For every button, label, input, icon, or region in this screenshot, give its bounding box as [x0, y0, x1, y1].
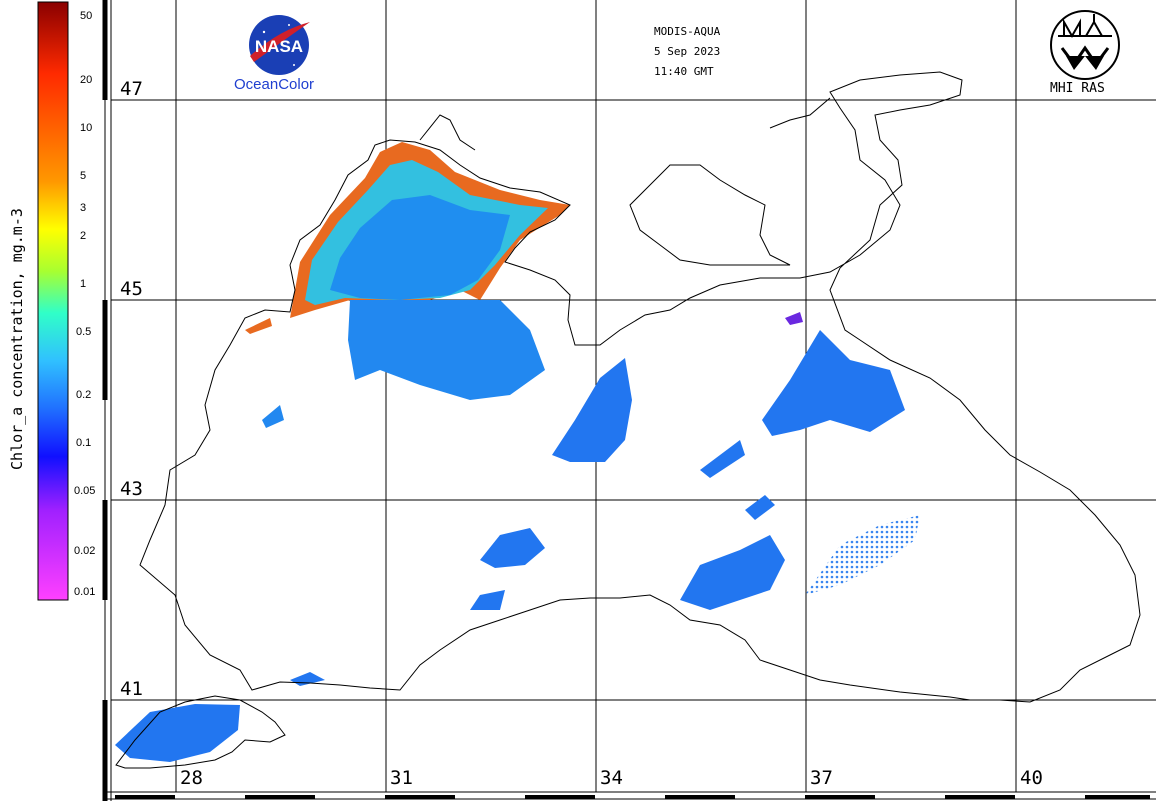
chlorophyll-dotted-patch	[805, 515, 920, 595]
lon-label-28: 28	[180, 767, 203, 789]
chlorophyll-nw-shelf	[245, 142, 570, 428]
sensor-label: MODIS-AQUA	[654, 25, 721, 38]
lat-label-43: 43	[120, 478, 143, 500]
colorbar-tick: 0.02	[74, 545, 96, 557]
colorbar-tick: 2	[80, 230, 87, 242]
colorbar-tick: 5	[80, 170, 87, 182]
lat-lon-grid	[111, 0, 1156, 792]
lat-label-41: 41	[120, 678, 143, 700]
date-label: 5 Sep 2023	[654, 45, 721, 58]
colorbar-title: Chlor_a concentration, mg.m-3	[8, 208, 26, 470]
chlorophyll-open-sea	[115, 330, 905, 762]
lon-label-40: 40	[1020, 767, 1043, 789]
colorbar-tick: 10	[80, 122, 93, 134]
colorbar-tick: 0.01	[74, 586, 96, 598]
colorbar-tick: 1	[80, 278, 87, 290]
colorbar-tick: 20	[80, 74, 93, 86]
colorbar-tick: 0.05	[74, 485, 96, 497]
colorbar-tick: 3	[80, 202, 87, 214]
lat-label-45: 45	[120, 278, 143, 300]
colorbar-tick: 0.2	[76, 389, 92, 401]
lon-label-31: 31	[390, 767, 413, 789]
colorbar-tick: 0.1	[76, 437, 92, 449]
coastline	[115, 71, 1141, 769]
lon-label-37: 37	[810, 767, 833, 789]
nasa-logo-icon: NASA	[249, 15, 310, 75]
colorbar-gradient	[37, 1, 69, 601]
mhi-logo-icon	[1050, 10, 1120, 80]
lon-label-34: 34	[600, 767, 623, 789]
mhi-ras-label: MHI RAS	[1050, 81, 1105, 96]
colorbar-tick: 50	[80, 10, 93, 22]
lat-label-47: 47	[120, 78, 143, 100]
nasa-logo-text: NASA	[255, 37, 303, 56]
time-label: 11:40 GMT	[654, 65, 714, 78]
colorbar-tick: 0.5	[76, 326, 92, 338]
oceancolor-label: OceanColor	[234, 76, 315, 93]
